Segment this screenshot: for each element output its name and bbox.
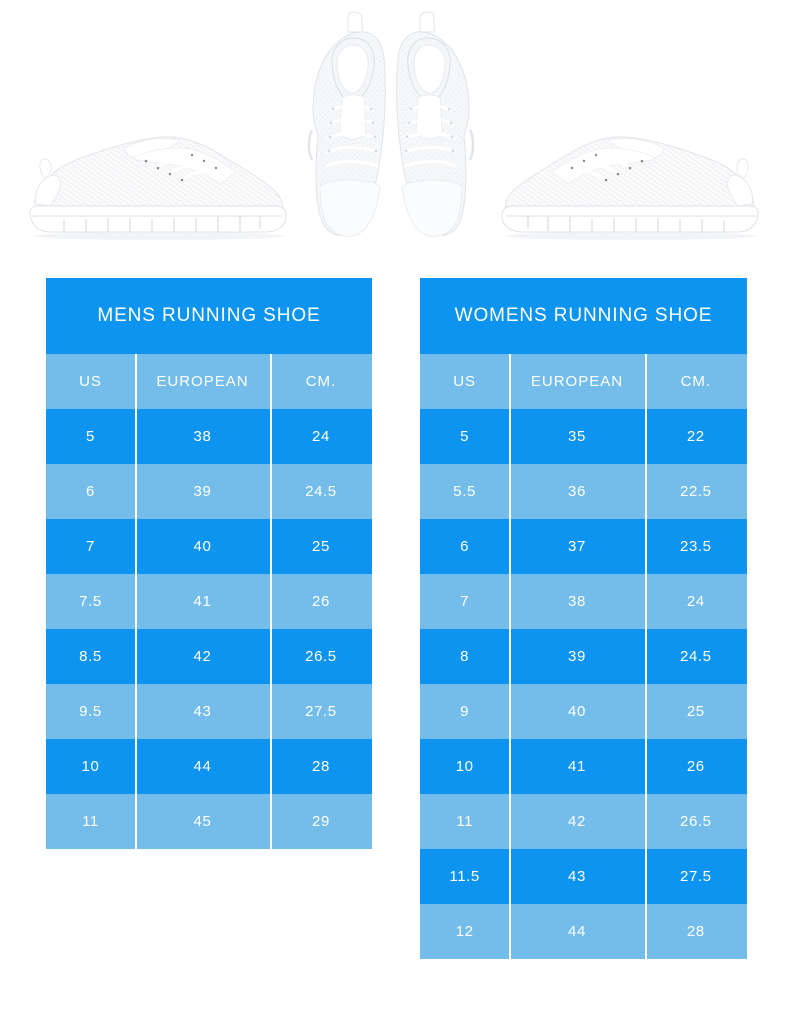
cell-european: 45: [134, 794, 270, 849]
cell-us: 12: [455, 923, 474, 940]
table-row: 11 42 26.5: [420, 794, 747, 849]
table-row: 7 40 25: [46, 519, 372, 574]
table-row: 6 39 24.5: [46, 464, 372, 519]
cell-european: 39: [134, 464, 270, 519]
column-header-cm: CM.: [269, 354, 372, 409]
cell-european: 40: [134, 519, 270, 574]
cell-us: 9: [460, 703, 470, 720]
table-row: 8.5 42 26.5: [46, 629, 372, 684]
cell-cm: 25: [644, 684, 747, 739]
cell-us: 5.5: [453, 483, 476, 500]
table-row: 7.5 41 26: [46, 574, 372, 629]
cell-cm: 24.5: [269, 464, 372, 519]
cell-cm: 22.5: [644, 464, 747, 519]
shoe-gallery: [0, 0, 795, 272]
cell-cm: 26.5: [269, 629, 372, 684]
white-running-shoe-pair-top-view: [296, 8, 486, 262]
cell-us: 7: [86, 538, 95, 555]
cell-us: 5: [86, 428, 95, 445]
cell-us: 10: [81, 758, 100, 775]
womens-table-grid: US EUROPEAN CM. 5 35 22 5.5 36 22.5 6 37…: [420, 354, 747, 959]
cell-us: 6: [460, 538, 470, 555]
cell-us: 9.5: [79, 703, 102, 720]
cell-european: 42: [509, 794, 644, 849]
cell-european: 42: [134, 629, 270, 684]
cell-us: 11: [82, 813, 99, 830]
cell-cm: 26.5: [644, 794, 747, 849]
column-header-european: EUROPEAN: [134, 354, 270, 409]
column-header-us: US: [79, 373, 102, 390]
table-row: 8 39 24.5: [420, 629, 747, 684]
cell-us: 8: [460, 648, 470, 665]
cell-european: 35: [509, 409, 644, 464]
womens-size-table: WOMENS RUNNING SHOE US EUROPEAN CM. 5 35…: [420, 278, 747, 959]
cell-us: 6: [86, 483, 95, 500]
table-row: 5 35 22: [420, 409, 747, 464]
column-header-european: EUROPEAN: [509, 354, 644, 409]
womens-table-title: WOMENS RUNNING SHOE: [420, 278, 747, 354]
table-row: 6 37 23.5: [420, 519, 747, 574]
cell-cm: 24: [269, 409, 372, 464]
cell-cm: 28: [269, 739, 372, 794]
table-row: 10 44 28: [46, 739, 372, 794]
table-row: 5 38 24: [46, 409, 372, 464]
table-row: 10 41 26: [420, 739, 747, 794]
cell-us: 8.5: [79, 648, 102, 665]
cell-us: 11: [456, 813, 474, 830]
cell-cm: 24.5: [644, 629, 747, 684]
mens-table-grid: US EUROPEAN CM. 5 38 24 6 39 24.5 7 40 2…: [46, 354, 372, 849]
cell-european: 43: [134, 684, 270, 739]
cell-us: 10: [455, 758, 474, 775]
white-running-shoe-left-profile: [24, 112, 292, 262]
cell-european: 36: [509, 464, 644, 519]
mens-table-title: MENS RUNNING SHOE: [46, 278, 372, 354]
cell-european: 44: [134, 739, 270, 794]
cell-cm: 27.5: [644, 849, 747, 904]
cell-cm: 25: [269, 519, 372, 574]
cell-european: 44: [509, 904, 644, 959]
column-header-us: US: [453, 373, 477, 390]
cell-cm: 28: [644, 904, 747, 959]
cell-cm: 26: [269, 574, 372, 629]
cell-european: 38: [509, 574, 644, 629]
cell-us: 7.5: [79, 593, 102, 610]
cell-european: 41: [509, 739, 644, 794]
cell-cm: 27.5: [269, 684, 372, 739]
table-header-row: US EUROPEAN CM.: [420, 354, 747, 409]
cell-european: 41: [134, 574, 270, 629]
table-row: 9.5 43 27.5: [46, 684, 372, 739]
cell-european: 43: [509, 849, 644, 904]
cell-european: 39: [509, 629, 644, 684]
cell-european: 38: [134, 409, 270, 464]
column-header-cm: CM.: [644, 354, 747, 409]
table-header-row: US EUROPEAN CM.: [46, 354, 372, 409]
table-row: 12 44 28: [420, 904, 747, 959]
cell-us: 5: [460, 428, 470, 445]
mens-size-table: MENS RUNNING SHOE US EUROPEAN CM. 5 38 2…: [46, 278, 372, 849]
table-row: 7 38 24: [420, 574, 747, 629]
cell-us: 11.5: [449, 868, 480, 885]
table-row: 9 40 25: [420, 684, 747, 739]
table-row: 5.5 36 22.5: [420, 464, 747, 519]
table-row: 11.5 43 27.5: [420, 849, 747, 904]
white-running-shoe-right-profile: [496, 112, 764, 262]
table-row: 11 45 29: [46, 794, 372, 849]
cell-cm: 29: [269, 794, 372, 849]
cell-cm: 23.5: [644, 519, 747, 574]
cell-cm: 26: [644, 739, 747, 794]
cell-european: 40: [509, 684, 644, 739]
cell-us: 7: [460, 593, 470, 610]
cell-european: 37: [509, 519, 644, 574]
cell-cm: 22: [644, 409, 747, 464]
cell-cm: 24: [644, 574, 747, 629]
